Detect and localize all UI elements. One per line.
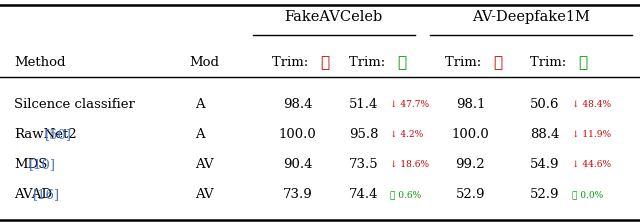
Text: Method: Method <box>14 56 65 69</box>
Text: ✗: ✗ <box>493 56 502 70</box>
Text: ↓ 48.4%: ↓ 48.4% <box>572 100 611 109</box>
Text: ✗: ✗ <box>320 56 329 70</box>
Text: Silcence classifier: Silcence classifier <box>14 98 135 111</box>
Text: 99.2: 99.2 <box>456 158 485 171</box>
Text: A: A <box>195 128 205 141</box>
Text: AVAD: AVAD <box>14 188 52 201</box>
Text: Trim:: Trim: <box>272 56 312 69</box>
Text: Mod: Mod <box>189 56 219 69</box>
Text: ≅ 0.6%: ≅ 0.6% <box>390 190 422 199</box>
Text: 74.4: 74.4 <box>349 188 378 201</box>
Text: [16]: [16] <box>33 188 60 201</box>
Text: 73.9: 73.9 <box>283 188 312 201</box>
Text: Trim:: Trim: <box>530 56 570 69</box>
Text: 90.4: 90.4 <box>283 158 312 171</box>
Text: 98.4: 98.4 <box>283 98 312 111</box>
Text: ↓ 18.6%: ↓ 18.6% <box>390 160 429 169</box>
Text: AV: AV <box>195 188 214 201</box>
Text: AV: AV <box>195 158 214 171</box>
Text: MDS: MDS <box>14 158 47 171</box>
Text: ✓: ✓ <box>578 56 587 70</box>
Text: 88.4: 88.4 <box>530 128 559 141</box>
Text: 95.8: 95.8 <box>349 128 378 141</box>
Text: FakeAVCeleb: FakeAVCeleb <box>285 9 383 24</box>
Text: RawNet2: RawNet2 <box>14 128 77 141</box>
Text: 73.5: 73.5 <box>349 158 378 171</box>
Text: AV-Deepfake1M: AV-Deepfake1M <box>472 9 590 24</box>
Text: ✓: ✓ <box>397 56 406 70</box>
Text: Trim:: Trim: <box>445 56 485 69</box>
Text: 100.0: 100.0 <box>279 128 316 141</box>
Text: 98.1: 98.1 <box>456 98 485 111</box>
Text: 100.0: 100.0 <box>452 128 489 141</box>
Text: Trim:: Trim: <box>530 56 570 69</box>
Text: [10]: [10] <box>29 158 56 171</box>
Text: ↓ 44.6%: ↓ 44.6% <box>572 160 611 169</box>
Text: A: A <box>195 98 205 111</box>
Text: 52.9: 52.9 <box>456 188 485 201</box>
Text: Trim:: Trim: <box>445 56 485 69</box>
Text: 54.9: 54.9 <box>530 158 559 171</box>
Text: 51.4: 51.4 <box>349 98 378 111</box>
Text: 52.9: 52.9 <box>530 188 559 201</box>
Text: Trim:: Trim: <box>272 56 312 69</box>
Text: ↓ 47.7%: ↓ 47.7% <box>390 100 429 109</box>
Text: 50.6: 50.6 <box>530 98 559 111</box>
Text: ↓ 4.2%: ↓ 4.2% <box>390 130 424 139</box>
Text: [50]: [50] <box>45 128 72 141</box>
Text: Trim:: Trim: <box>349 56 389 69</box>
Text: ↓ 11.9%: ↓ 11.9% <box>572 130 611 139</box>
Text: Trim:: Trim: <box>349 56 389 69</box>
Text: ≅ 0.0%: ≅ 0.0% <box>572 190 603 199</box>
